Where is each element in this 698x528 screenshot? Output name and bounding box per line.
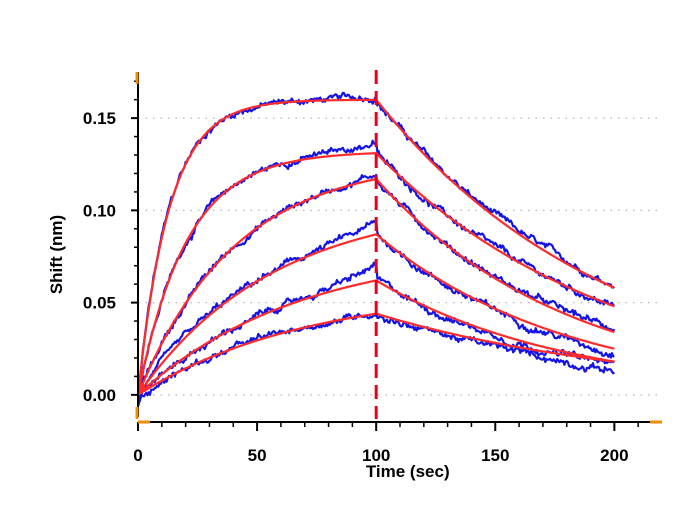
y-tick-label-1: 0.05 xyxy=(83,294,116,313)
x-tick-label-3: 150 xyxy=(481,446,509,465)
grid xyxy=(138,117,662,396)
x-tick-label-4: 200 xyxy=(600,446,628,465)
y-tick-label-2: 0.10 xyxy=(83,201,116,220)
ticks: 0.00 0.05 0.10 0.15 0 50 100 150 200 xyxy=(83,80,639,465)
y-axis-title: Shift (nm) xyxy=(47,215,66,294)
x-tick-label-2: 100 xyxy=(362,446,390,465)
x-tick-label-0: 0 xyxy=(133,446,142,465)
y-tick-label-0: 0.00 xyxy=(83,386,116,405)
x-axis-title: Time (sec) xyxy=(366,462,450,481)
y-tick-label-3: 0.15 xyxy=(83,109,116,128)
x-tick-label-1: 50 xyxy=(248,446,267,465)
fit-curve-4 xyxy=(137,233,615,396)
fit-curve-2 xyxy=(136,152,615,396)
corner-marks xyxy=(135,72,662,424)
